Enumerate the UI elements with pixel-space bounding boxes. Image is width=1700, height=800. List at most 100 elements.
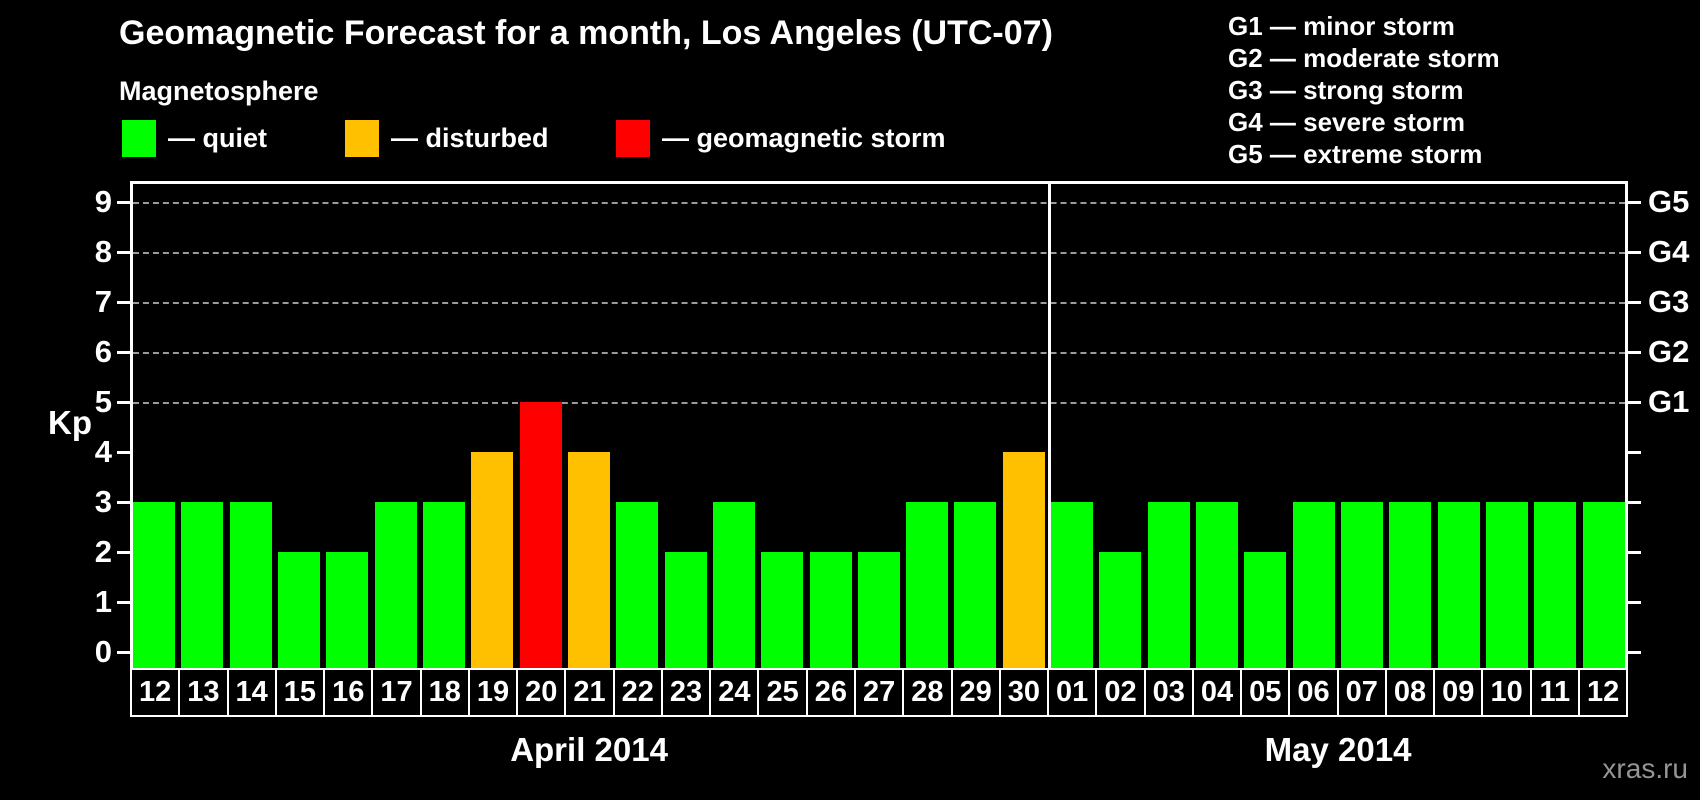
gridline-kp9 [133,202,1625,204]
kp-tick-right-8 [1628,251,1641,254]
gridline-kp6 [133,352,1625,354]
kp-bar-day-13 [181,502,224,668]
day-axis: 12 13 14 15 16 17 18 19 20 21 22 23 24 25 26 27 28 29 30 01… [130,668,1628,717]
kp-tick-label-3: 3 [94,484,112,519]
day-cell-12: 12 [1586,676,1620,708]
kp-tick-label-9: 9 [94,184,112,219]
kp-bar-day-16 [326,552,369,668]
kp-bar-day-27 [857,552,900,668]
legend-swatch-disturbed [345,120,379,157]
day-cell-04: 04 [1194,670,1243,715]
kp-tick-label-0: 0 [94,634,112,669]
day-cell-06: 06 [1290,670,1339,715]
day-cell-30: 30 [1001,670,1050,715]
kp-bar-day-21 [567,452,610,668]
kp-bar-day-06 [1292,502,1335,668]
day-cell-18: 18 [422,670,470,715]
g-legend-line-5: G5 — extreme storm [1228,139,1483,169]
kp-tick-label-1: 1 [94,584,112,619]
g-tick-label-G2: G2 [1648,334,1690,369]
kp-bar-day-12 [133,502,175,668]
g-tick-label-G1: G1 [1648,384,1690,419]
g-tick-label-G3: G3 [1648,284,1690,319]
kp-tick-label-7: 7 [94,284,112,319]
kp-tick-left-0 [117,651,130,654]
day-cell-11: 11 [1532,670,1580,715]
kp-tick-left-9 [117,201,130,204]
kp-tick-left-6 [117,351,130,354]
kp-tick-left-4 [117,451,130,454]
kp-tick-left-7 [117,301,130,304]
g-legend-line-1: G1 — minor storm [1228,11,1455,41]
plot-area [130,181,1628,668]
gridline-kp8 [133,252,1625,254]
kp-tick-label-5: 5 [94,384,112,419]
kp-bar-day-17 [374,502,417,668]
kp-bar-day-04 [1196,502,1239,668]
kp-bar-day-25 [761,552,804,668]
kp-bar-day-12 [1582,502,1625,668]
day-cell-27: 27 [856,670,905,715]
kp-tick-label-8: 8 [94,234,112,269]
right-axis-line [1625,183,1628,668]
kp-tick-left-8 [117,251,130,254]
legend-label-quiet: — quiet [168,123,267,153]
kp-tick-right-6 [1628,351,1641,354]
day-cell-08: 08 [1387,670,1436,715]
g-legend-line-4: G4 — severe storm [1228,107,1466,137]
kp-bar-day-22 [616,502,659,668]
day-cell-13: 13 [180,670,229,715]
kp-bar-day-19 [471,452,514,668]
g-scale-legend: G1 — minor storm G2 — moderate storm G3 — … [1228,10,1500,170]
month-divider-line [1048,183,1052,668]
day-cell-19: 19 [470,670,519,715]
day-cell-24: 24 [711,670,760,715]
gridline-kp7 [133,302,1625,304]
kp-bar-day-08 [1389,502,1432,668]
legend-swatch-quiet [122,120,156,157]
kp-bar-day-03 [1147,502,1190,668]
kp-tick-right-5 [1628,401,1641,404]
magnetosphere-label: Magnetosphere [119,76,319,106]
g-legend-line-3: G3 — strong storm [1228,75,1464,105]
kp-tick-right-4 [1628,451,1641,454]
chart-title: Geomagnetic Forecast for a month, Los An… [119,14,1053,52]
day-cell-14: 14 [229,670,277,715]
day-cell-22: 22 [615,670,663,715]
legend-swatch-storm [616,120,650,157]
kp-bar-day-02 [1099,552,1142,668]
kp-tick-label-4: 4 [94,434,112,469]
kp-bar-day-24 [712,502,755,668]
kp-bar-day-30 [1002,452,1045,668]
kp-bar-day-15 [277,552,320,668]
day-cell-29: 29 [953,670,1001,715]
kp-tick-right-9 [1628,201,1641,204]
kp-tick-left-5 [117,401,130,404]
kp-tick-right-2 [1628,551,1641,554]
legend-label-disturbed: — disturbed [391,123,549,153]
kp-tick-label-6: 6 [94,334,112,369]
day-cell-05: 05 [1242,670,1291,715]
watermark: xras.ru [1602,753,1688,784]
kp-bar-day-23 [664,552,707,668]
day-cell-15: 15 [277,670,326,715]
kp-tick-right-1 [1628,601,1641,604]
gridline-kp5 [133,402,1625,404]
day-cell-28: 28 [904,670,953,715]
kp-bar-day-05 [1244,552,1287,668]
kp-axis-title: Kp [48,404,92,441]
kp-tick-right-0 [1628,651,1641,654]
kp-bar-day-09 [1437,502,1480,668]
day-cell-21: 21 [566,670,615,715]
kp-bar-day-29 [954,502,997,668]
kp-bar-day-26 [809,552,852,668]
kp-bar-day-10 [1486,502,1529,668]
kp-bar-day-11 [1534,502,1577,668]
kp-bar-day-07 [1341,502,1384,668]
day-cell-01: 01 [1049,670,1098,715]
day-cell-09: 09 [1435,670,1484,715]
day-cell-25: 25 [759,670,808,715]
month-label-april: April 2014 [510,731,668,768]
day-cell-17: 17 [373,670,422,715]
